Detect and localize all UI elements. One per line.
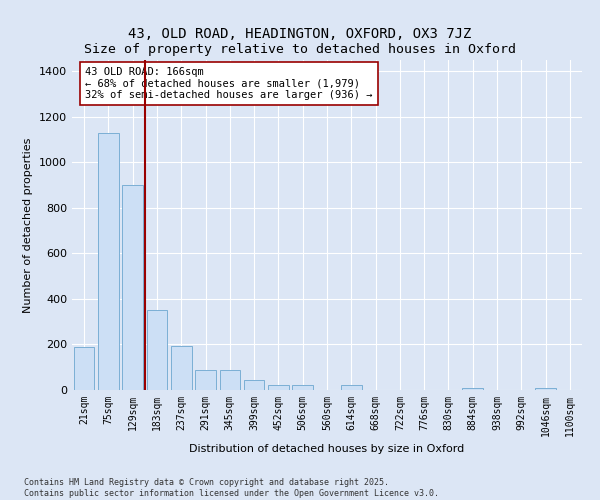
Bar xyxy=(220,370,240,390)
Bar xyxy=(74,347,94,390)
Bar xyxy=(122,185,143,390)
Bar xyxy=(341,386,362,390)
Text: 43, OLD ROAD, HEADINGTON, OXFORD, OX3 7JZ: 43, OLD ROAD, HEADINGTON, OXFORD, OX3 7J… xyxy=(128,28,472,42)
Bar xyxy=(535,388,556,390)
Bar xyxy=(463,388,483,390)
Bar xyxy=(195,370,216,390)
X-axis label: Distribution of detached houses by size in Oxford: Distribution of detached houses by size … xyxy=(190,444,464,454)
Bar xyxy=(244,380,265,390)
Bar xyxy=(146,310,167,390)
Text: Size of property relative to detached houses in Oxford: Size of property relative to detached ho… xyxy=(84,42,516,56)
Bar xyxy=(98,133,119,390)
Text: 43 OLD ROAD: 166sqm
← 68% of detached houses are smaller (1,979)
32% of semi-det: 43 OLD ROAD: 166sqm ← 68% of detached ho… xyxy=(85,67,373,100)
Bar xyxy=(268,386,289,390)
Bar xyxy=(292,386,313,390)
Y-axis label: Number of detached properties: Number of detached properties xyxy=(23,138,34,312)
Text: Contains HM Land Registry data © Crown copyright and database right 2025.
Contai: Contains HM Land Registry data © Crown c… xyxy=(24,478,439,498)
Bar xyxy=(171,346,191,390)
